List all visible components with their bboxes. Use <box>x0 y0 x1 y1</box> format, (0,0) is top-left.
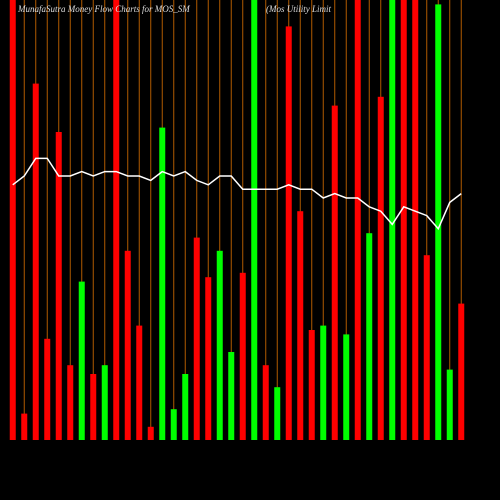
bar <box>389 0 396 440</box>
chart-subtitle: (Mos Utility Limit <box>266 4 331 14</box>
bar <box>90 374 97 440</box>
bar <box>377 96 384 441</box>
bar <box>136 325 143 440</box>
bar <box>285 26 292 441</box>
bar <box>205 277 212 440</box>
bar <box>9 0 16 440</box>
bar <box>32 83 39 440</box>
bar <box>124 250 131 440</box>
bar <box>251 0 258 440</box>
bar <box>44 338 51 440</box>
bar <box>366 233 373 440</box>
bar <box>446 369 453 440</box>
bar <box>159 127 166 440</box>
bar <box>435 4 442 441</box>
bar <box>274 387 281 440</box>
bar <box>55 132 62 440</box>
bar <box>113 0 120 440</box>
bar <box>193 237 200 440</box>
bar <box>101 365 108 440</box>
bar <box>400 0 407 440</box>
bar <box>331 105 338 440</box>
bar <box>78 281 85 440</box>
bar <box>320 325 327 440</box>
bar <box>297 211 304 440</box>
bar <box>21 413 28 440</box>
bar <box>262 365 269 440</box>
bar <box>308 330 315 440</box>
bar <box>147 426 154 440</box>
bar <box>343 334 350 440</box>
bar <box>67 365 74 440</box>
bar <box>228 352 235 440</box>
chart-title: MunafaSutra Money Flow Charts for MOS_SM <box>17 4 190 14</box>
money-flow-line <box>12 157 462 231</box>
bar <box>412 0 419 440</box>
bar <box>239 272 246 440</box>
bar <box>423 255 430 440</box>
bar <box>458 303 465 440</box>
bar <box>170 409 177 440</box>
bar <box>216 250 223 440</box>
bar <box>354 0 361 440</box>
bar <box>182 374 189 440</box>
